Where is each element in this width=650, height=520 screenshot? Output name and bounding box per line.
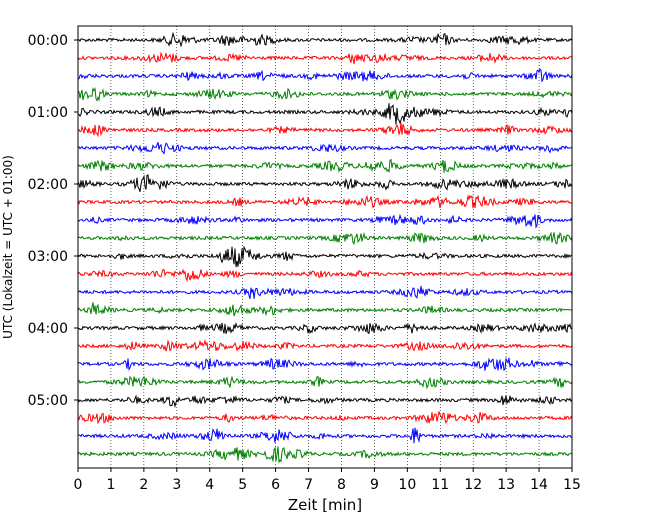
trace-row xyxy=(77,302,573,317)
trace-row xyxy=(77,174,573,192)
x-tick-label: 9 xyxy=(370,477,379,493)
x-axis-ticks: 0 1 2 3 4 5 6 7 8 9 10 11 12 13 14 15 xyxy=(74,468,581,493)
trace-row xyxy=(77,245,573,268)
trace-row xyxy=(77,411,573,425)
trace-row xyxy=(77,31,573,48)
x-tick-label: 10 xyxy=(398,477,416,493)
trace-row xyxy=(77,158,573,174)
y-axis-ticks: 00:00 01:00 02:00 03:00 04:00 05:00 xyxy=(28,33,78,409)
trace-row xyxy=(77,122,573,138)
y-axis-label: UTC (Lokalzeit = UTC + 01:00) xyxy=(1,155,15,339)
x-tick-label: 3 xyxy=(172,477,181,493)
trace-row xyxy=(77,375,573,390)
x-tick-label: 1 xyxy=(106,477,115,493)
trace-row xyxy=(77,213,573,229)
y-tick-label: 03:00 xyxy=(28,249,68,265)
trace-row xyxy=(77,357,573,372)
y-tick-label: 00:00 xyxy=(28,33,68,49)
x-tick-label: 8 xyxy=(337,477,346,493)
trace-row xyxy=(77,446,573,464)
x-axis-label: Zeit [min] xyxy=(288,496,362,514)
y-tick-label: 02:00 xyxy=(28,177,68,193)
x-tick-label: 14 xyxy=(530,477,548,493)
trace-row xyxy=(77,268,573,283)
trace-row xyxy=(77,86,573,102)
x-tick-label: 6 xyxy=(271,477,280,493)
x-tick-label: 7 xyxy=(304,477,313,493)
trace-row xyxy=(77,51,573,65)
x-tick-label: 2 xyxy=(139,477,148,493)
trace-row xyxy=(77,285,573,300)
trace-row xyxy=(77,338,573,353)
trace-row xyxy=(77,231,573,245)
trace-row xyxy=(77,321,573,335)
y-tick-label: 04:00 xyxy=(28,321,68,337)
y-tick-label: 05:00 xyxy=(28,393,68,409)
trace-row xyxy=(77,394,573,409)
x-tick-label: 12 xyxy=(464,477,482,493)
x-tick-label: 11 xyxy=(431,477,449,493)
x-tick-label: 0 xyxy=(74,477,83,493)
trace-row xyxy=(77,194,573,209)
trace-row xyxy=(77,103,573,125)
x-tick-label: 13 xyxy=(497,477,515,493)
x-tick-label: 5 xyxy=(238,477,247,493)
trace-row xyxy=(77,68,573,83)
trace-row xyxy=(77,427,573,444)
y-tick-label: 01:00 xyxy=(28,105,68,121)
x-tick-label: 4 xyxy=(205,477,214,493)
seismic-traces xyxy=(77,31,573,464)
plot-frame xyxy=(77,25,573,469)
trace-row xyxy=(77,142,573,155)
x-tick-label: 15 xyxy=(563,477,581,493)
